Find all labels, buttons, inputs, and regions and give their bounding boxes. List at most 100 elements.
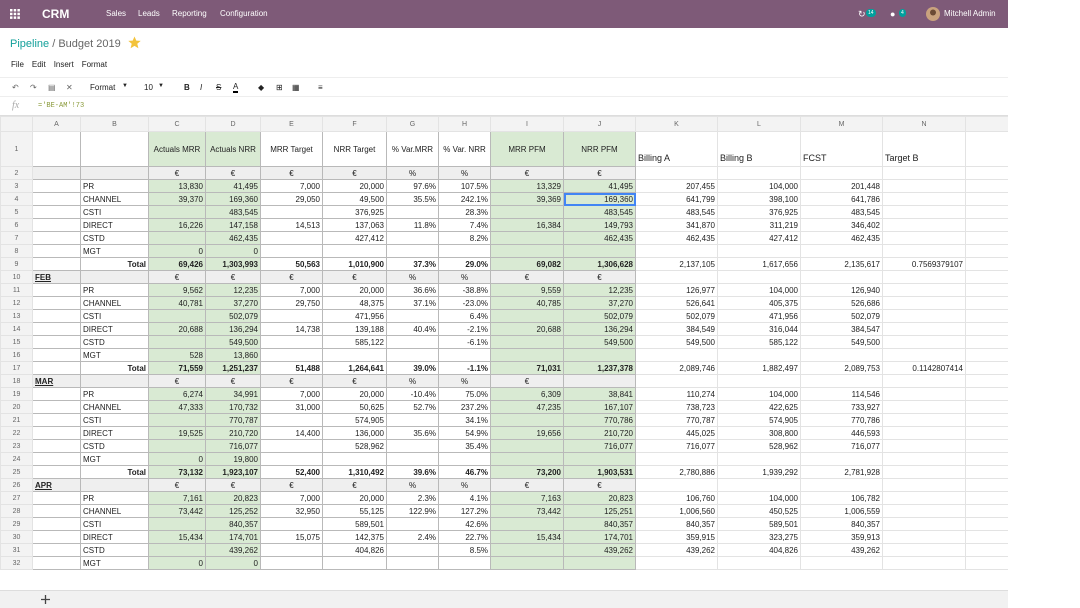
- cell: 528: [148, 348, 206, 362]
- cell: 502,079: [205, 309, 261, 323]
- fill-color[interactable]: ◆: [258, 83, 265, 92]
- cell: 37,270: [563, 296, 636, 310]
- nav-item[interactable]: Sales: [106, 9, 127, 18]
- cell: 40,781: [148, 296, 206, 310]
- cell: 526,686: [800, 296, 883, 310]
- format-dropdown[interactable]: Format: [90, 83, 116, 92]
- cell: 716,077: [635, 439, 718, 453]
- cell: €: [260, 270, 323, 284]
- cell: 55,125: [322, 504, 387, 518]
- app-name[interactable]: CRM: [42, 7, 70, 21]
- menu-item[interactable]: Format: [81, 60, 108, 69]
- cell: 446,593: [800, 426, 883, 440]
- merge[interactable]: ▦: [292, 83, 300, 92]
- cell: 549,500: [635, 335, 718, 349]
- cell: [490, 439, 564, 453]
- cell: [80, 374, 149, 388]
- cell: 110,274: [635, 387, 718, 401]
- cell: 19,656: [490, 426, 564, 440]
- paint-format[interactable]: ▤: [48, 83, 56, 92]
- cell: 7,000: [260, 283, 323, 297]
- row: 7 CSTD 462,435 427,412 8.2% 462,435 462,435 427…: [0, 231, 1008, 245]
- cell: [635, 244, 718, 258]
- cell: 549,500: [563, 335, 636, 349]
- cell: 126,977: [635, 283, 718, 297]
- cell: -1.1%: [438, 361, 491, 375]
- column-header: I: [490, 116, 564, 132]
- cell: 2.3%: [386, 491, 439, 505]
- cell: [882, 478, 966, 492]
- row: 9 Total 69,426 1,303,993 50,563 1,010,900 37.3…: [0, 257, 1008, 271]
- cell: 641,786: [800, 192, 883, 206]
- navbar: CRM Sales Leads Reporting Configuration …: [0, 0, 1008, 28]
- cell: 405,375: [717, 296, 801, 310]
- cell: 0: [205, 244, 261, 258]
- borders[interactable]: ⊞: [276, 83, 283, 92]
- row: 23 CSTD 716,077 528,962 35.4% 716,077 716,077 5…: [0, 439, 1008, 453]
- formula-input[interactable]: ='BE-AM'!73: [38, 102, 85, 110]
- undo[interactable]: ↶: [12, 83, 19, 92]
- cell: [635, 270, 718, 284]
- cell: 384,547: [800, 322, 883, 336]
- cell: 69,426: [148, 257, 206, 271]
- add-sheet[interactable]: [40, 594, 51, 605]
- cell: [717, 348, 801, 362]
- cell: [965, 192, 1008, 206]
- row: 28 CHANNEL 73,442 125,252 32,950 55,125 122.9%…: [0, 504, 1008, 518]
- favorite-star[interactable]: [128, 36, 141, 49]
- cell: [148, 205, 206, 219]
- bold[interactable]: B: [184, 83, 190, 92]
- cell: 47,235: [490, 400, 564, 414]
- apps-icon[interactable]: [10, 9, 20, 19]
- cell: 1,310,492: [322, 465, 387, 479]
- font-size[interactable]: 10: [144, 83, 153, 92]
- cell: 19,800: [205, 452, 261, 466]
- breadcrumb-parent[interactable]: Pipeline: [10, 38, 50, 50]
- cell: €: [148, 478, 206, 492]
- italic[interactable]: I: [200, 83, 203, 92]
- nav-item[interactable]: Reporting: [172, 9, 207, 18]
- cell: 147,158: [205, 218, 261, 232]
- cell: [965, 283, 1008, 297]
- cell: [32, 517, 81, 531]
- row-header: 23: [0, 439, 33, 453]
- menubar: File Edit Insert Format: [11, 60, 115, 69]
- cell: [32, 465, 81, 479]
- cell: €: [322, 478, 387, 492]
- cell: [882, 530, 966, 544]
- strikethrough[interactable]: S: [216, 83, 222, 92]
- cell: 376,925: [322, 205, 387, 219]
- cell: [882, 348, 966, 362]
- row-header: 7: [0, 231, 33, 245]
- user-name[interactable]: Mitchell Admin: [944, 9, 996, 18]
- cell: [80, 166, 149, 180]
- menu-item[interactable]: Edit: [31, 60, 46, 69]
- menu-item[interactable]: Insert: [53, 60, 74, 69]
- chat-icon[interactable]: ●: [890, 9, 896, 19]
- cell: 1,006,559: [800, 504, 883, 518]
- row: 14 DIRECT 20,688 136,294 14,738 139,188 40.4% -…: [0, 322, 1008, 336]
- redo[interactable]: ↷: [30, 83, 37, 92]
- cell: 35.6%: [386, 426, 439, 440]
- cell: 52,400: [260, 465, 323, 479]
- cell: 716,077: [205, 439, 261, 453]
- cell: [800, 166, 883, 180]
- menu-item[interactable]: File: [11, 60, 24, 69]
- cell: 1,882,497: [717, 361, 801, 375]
- avatar[interactable]: [926, 7, 940, 21]
- cell: €: [148, 270, 206, 284]
- cell: [490, 517, 564, 531]
- cell: Actuals NRR: [205, 131, 261, 167]
- text-color[interactable]: A: [233, 82, 239, 93]
- cell: 20,000: [322, 387, 387, 401]
- clear-format[interactable]: ✕: [66, 83, 73, 92]
- nav-item[interactable]: Configuration: [220, 9, 268, 18]
- align[interactable]: ≡: [318, 83, 323, 92]
- cell: [965, 348, 1008, 362]
- activity-icon[interactable]: ↻: [858, 9, 866, 19]
- nav-item[interactable]: Leads: [138, 9, 160, 18]
- cell: 48,375: [322, 296, 387, 310]
- cell: [260, 335, 323, 349]
- cell: CHANNEL: [80, 400, 149, 414]
